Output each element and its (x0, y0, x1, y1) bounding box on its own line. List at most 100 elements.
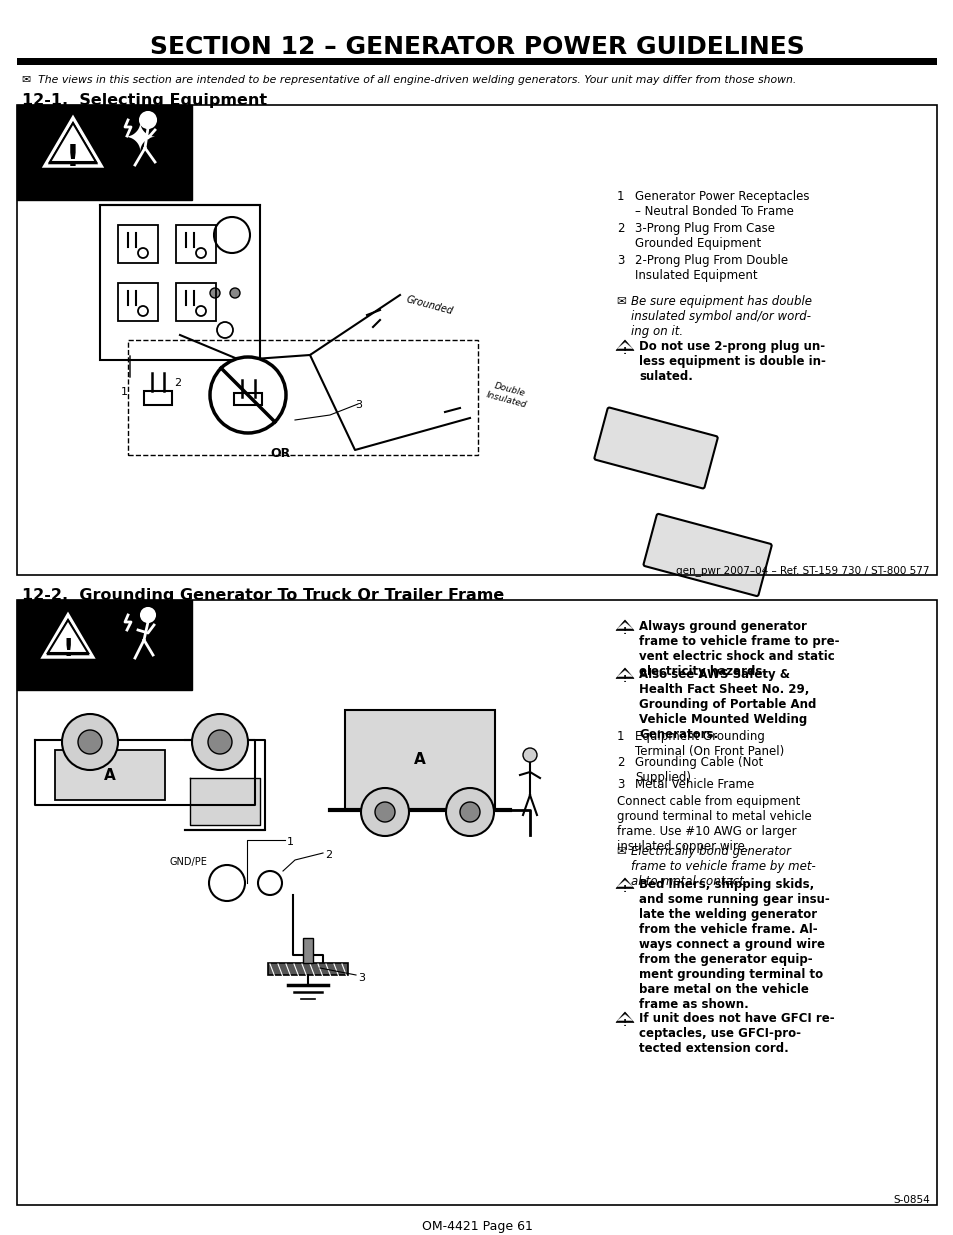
Bar (303, 939, 313, 963)
Circle shape (257, 871, 282, 895)
Bar (233, 393, 262, 405)
Bar (17, 600, 936, 1205)
Polygon shape (616, 878, 634, 888)
Text: ✉: ✉ (617, 845, 630, 858)
Bar (55, 750, 165, 800)
Text: !: ! (622, 626, 626, 636)
Circle shape (446, 788, 494, 836)
Polygon shape (48, 620, 88, 653)
Circle shape (209, 864, 245, 902)
Text: !: ! (62, 637, 73, 661)
Text: Also see AWS Safety &
Health Fact Sheet No. 29,
Grounding of Portable And
Vehicl: Also see AWS Safety & Health Fact Sheet … (639, 668, 816, 741)
Text: 2: 2 (173, 378, 181, 388)
Bar (175, 225, 215, 263)
Polygon shape (50, 124, 96, 162)
Text: 2: 2 (617, 756, 624, 769)
Circle shape (192, 714, 248, 769)
Text: Bed liners, shipping skids,
and some running gear insu-
late the welding generat: Bed liners, shipping skids, and some run… (639, 878, 829, 1011)
Text: Equipment Grounding
Terminal (On Front Panel): Equipment Grounding Terminal (On Front P… (635, 730, 783, 758)
Text: If unit does not have GFCI re-
ceptacles, use GFCI-pro-
tected extension cord.: If unit does not have GFCI re- ceptacles… (639, 1011, 834, 1055)
Text: Generator Power Receptacles
– Neutral Bonded To Frame: Generator Power Receptacles – Neutral Bo… (635, 190, 809, 219)
Polygon shape (616, 340, 634, 351)
Text: 12-1.  Selecting Equipment: 12-1. Selecting Equipment (22, 93, 267, 107)
Text: 3: 3 (617, 778, 623, 790)
Text: A: A (414, 752, 425, 767)
Text: 3: 3 (355, 400, 361, 410)
Text: Electrically bond generator
frame to vehicle frame by met-
al-to-metal contact.: Electrically bond generator frame to veh… (630, 845, 815, 888)
Text: Metal Vehicle Frame: Metal Vehicle Frame (635, 778, 754, 790)
Text: Connect cable from equipment
ground terminal to metal vehicle
frame. Use #10 AWG: Connect cable from equipment ground term… (617, 795, 811, 853)
Text: 1: 1 (287, 837, 294, 847)
Text: Always ground generator
frame to vehicle frame to pre-
vent electric shock and s: Always ground generator frame to vehicle… (639, 620, 839, 678)
Bar (144, 391, 172, 405)
Text: 3-Prong Plug From Case
Grounded Equipment: 3-Prong Plug From Case Grounded Equipmen… (635, 222, 774, 249)
Text: Grounded: Grounded (405, 294, 455, 316)
Bar (17, 600, 192, 690)
Text: Grounding Cable (Not
Supplied): Grounding Cable (Not Supplied) (635, 756, 762, 784)
Text: 1: 1 (617, 190, 624, 203)
Text: ✦: ✦ (124, 121, 156, 159)
Text: !: ! (622, 884, 626, 893)
Circle shape (62, 714, 118, 769)
FancyBboxPatch shape (643, 514, 771, 597)
Text: A: A (104, 767, 115, 783)
Text: 3: 3 (617, 254, 623, 267)
Text: OR: OR (270, 447, 290, 459)
Polygon shape (45, 119, 101, 165)
Text: 2: 2 (325, 850, 332, 860)
Polygon shape (616, 668, 634, 678)
Text: Double
Insulated: Double Insulated (485, 380, 530, 410)
Polygon shape (617, 671, 632, 677)
Text: ✉: ✉ (617, 295, 630, 308)
Circle shape (208, 730, 232, 755)
Circle shape (230, 288, 240, 298)
Text: GND/PE: GND/PE (170, 857, 208, 867)
Bar (17, 105, 936, 576)
Polygon shape (616, 620, 634, 631)
Circle shape (459, 802, 479, 823)
Bar (128, 340, 477, 454)
Polygon shape (43, 615, 92, 657)
Circle shape (210, 357, 286, 433)
Polygon shape (616, 1011, 634, 1023)
Polygon shape (617, 1014, 632, 1020)
Bar (17, 58, 936, 65)
Text: 1: 1 (617, 730, 624, 743)
Circle shape (141, 608, 154, 622)
Circle shape (522, 748, 537, 762)
Text: OM-4421 Page 61: OM-4421 Page 61 (421, 1220, 532, 1233)
Polygon shape (617, 342, 632, 348)
Text: S-0854: S-0854 (892, 1195, 929, 1205)
Bar (268, 963, 348, 974)
Polygon shape (50, 124, 96, 162)
Text: Be sure equipment has double
insulated symbol and/or word-
ing on it.: Be sure equipment has double insulated s… (630, 295, 811, 338)
Text: SECTION 12 – GENERATOR POWER GUIDELINES: SECTION 12 – GENERATOR POWER GUIDELINES (150, 35, 803, 59)
Text: 2-Prong Plug From Double
Insulated Equipment: 2-Prong Plug From Double Insulated Equip… (635, 254, 787, 282)
Polygon shape (617, 622, 632, 629)
Bar (118, 283, 158, 321)
Circle shape (78, 730, 102, 755)
Text: 12-2.  Grounding Generator To Truck Or Trailer Frame: 12-2. Grounding Generator To Truck Or Tr… (22, 588, 504, 603)
Text: !: ! (66, 143, 80, 173)
Text: !: ! (622, 674, 626, 683)
Bar (190, 778, 260, 825)
Circle shape (360, 788, 409, 836)
Text: gen_pwr 2007–04 – Ref. ST-159 730 / ST-800 577: gen_pwr 2007–04 – Ref. ST-159 730 / ST-8… (676, 564, 929, 576)
Text: 1: 1 (120, 387, 128, 396)
Text: 3: 3 (357, 973, 365, 983)
Text: 2: 2 (617, 222, 624, 235)
Text: !: ! (622, 1019, 626, 1028)
FancyBboxPatch shape (594, 408, 717, 488)
Text: !: ! (622, 347, 626, 356)
Bar (345, 710, 495, 810)
Bar (175, 283, 215, 321)
Circle shape (375, 802, 395, 823)
Text: ✉  The views in this section are intended to be representative of all engine-dri: ✉ The views in this section are intended… (22, 75, 796, 85)
Bar (118, 225, 158, 263)
Circle shape (210, 288, 220, 298)
Polygon shape (617, 881, 632, 887)
Bar (100, 205, 260, 359)
Bar (17, 105, 192, 200)
Circle shape (140, 112, 156, 128)
Text: Do not use 2-prong plug un-
less equipment is double in-
sulated.: Do not use 2-prong plug un- less equipme… (639, 340, 825, 383)
